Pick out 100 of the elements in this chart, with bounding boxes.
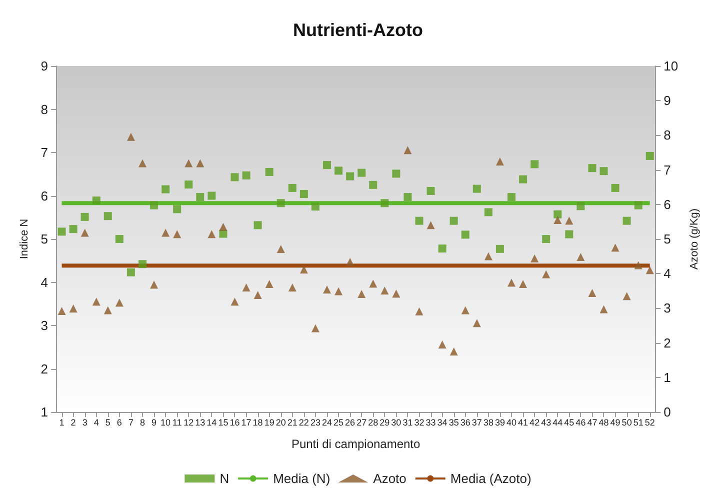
point xyxy=(600,167,608,176)
point xyxy=(404,146,412,154)
legend-label: Azoto xyxy=(373,471,406,486)
x-axis-title: Punti di campionamento xyxy=(291,437,421,451)
y2-tick-label: 3 xyxy=(664,300,671,316)
point xyxy=(507,193,516,202)
point xyxy=(415,216,424,225)
x-tick-label: 31 xyxy=(402,418,413,428)
point xyxy=(426,221,435,230)
point xyxy=(92,298,100,306)
point xyxy=(162,228,170,237)
x-tick-label: 47 xyxy=(587,418,598,428)
x-tick-label: 14 xyxy=(206,418,217,428)
point xyxy=(611,184,620,192)
point xyxy=(461,230,470,239)
x-tick-label: 35 xyxy=(448,418,459,428)
point xyxy=(369,280,378,288)
point xyxy=(346,258,354,266)
point xyxy=(634,201,642,210)
point xyxy=(80,212,89,221)
x-tick-label: 19 xyxy=(264,418,274,428)
x-tick-label: 25 xyxy=(334,418,344,428)
point xyxy=(507,278,516,287)
point xyxy=(184,180,193,189)
x-tick-label: 5 xyxy=(105,418,110,428)
x-tick-label: 4 xyxy=(94,418,99,428)
y2-tick-label: 0 xyxy=(664,404,671,420)
x-tick-label: 46 xyxy=(576,418,586,428)
point xyxy=(530,254,539,262)
x-tick-label: 21 xyxy=(287,418,298,428)
y2-tick-label: 1 xyxy=(664,370,671,385)
y2-tick-label: 6 xyxy=(664,196,671,212)
legend-label: N xyxy=(220,471,230,486)
legend-label: Media (Azoto) xyxy=(450,471,532,486)
point xyxy=(622,216,631,225)
point xyxy=(254,221,262,230)
point xyxy=(496,244,504,253)
point xyxy=(565,230,574,238)
x-tick-label: 38 xyxy=(483,418,494,428)
x-tick-label: 41 xyxy=(518,418,528,428)
point xyxy=(138,159,146,168)
x-tick-label: 28 xyxy=(368,418,378,428)
x-tick-label: 49 xyxy=(610,418,620,428)
point xyxy=(184,159,193,168)
point xyxy=(565,216,574,225)
x-tick-label: 50 xyxy=(622,418,632,428)
y-tick-label: 8 xyxy=(40,102,48,117)
point xyxy=(472,184,481,193)
x-tick-label: 18 xyxy=(252,418,263,428)
point xyxy=(69,225,78,234)
x-tick-label: 20 xyxy=(276,418,286,428)
x-tick-label: 39 xyxy=(494,418,505,428)
point xyxy=(334,166,343,175)
y-tick-label: 5 xyxy=(40,232,48,246)
point xyxy=(208,230,216,238)
legend-label: Media (N) xyxy=(273,471,330,486)
point xyxy=(300,190,308,198)
point xyxy=(311,324,320,332)
point xyxy=(392,170,400,178)
point xyxy=(311,202,320,211)
x-tick-label: 26 xyxy=(345,418,356,428)
point xyxy=(115,235,124,243)
point xyxy=(265,168,274,176)
point xyxy=(472,319,481,328)
x-tick-label: 36 xyxy=(460,418,470,428)
x-tick-label: 24 xyxy=(322,418,332,428)
x-tick-label: 27 xyxy=(356,418,367,428)
point xyxy=(115,298,124,307)
x-tick-label: 23 xyxy=(310,418,320,428)
point xyxy=(69,304,78,313)
x-tick-label: 29 xyxy=(380,418,390,428)
point xyxy=(576,202,585,210)
point xyxy=(600,305,608,314)
x-tick-label: 17 xyxy=(241,418,252,428)
point xyxy=(646,266,654,274)
x-tick-label: 32 xyxy=(414,418,424,428)
point xyxy=(138,260,146,268)
point xyxy=(150,201,158,210)
x-tick-label: 34 xyxy=(437,418,448,428)
point xyxy=(242,171,250,180)
point xyxy=(519,175,528,184)
point xyxy=(104,306,112,314)
y2-tick-label: 10 xyxy=(664,58,678,74)
x-tick-label: 37 xyxy=(472,418,482,428)
point xyxy=(646,152,654,160)
x-tick-label: 22 xyxy=(298,418,309,428)
point xyxy=(542,235,550,243)
point xyxy=(554,216,562,224)
y-axis-title: Indice N xyxy=(18,218,30,260)
point xyxy=(380,286,389,295)
x-tick-label: 40 xyxy=(506,418,517,428)
point xyxy=(92,196,100,205)
point xyxy=(358,168,366,177)
x-tick-label: 30 xyxy=(391,418,402,428)
x-tick-label: 11 xyxy=(172,418,182,428)
point xyxy=(288,283,296,292)
y-tick-label: 3 xyxy=(40,318,48,333)
x-tick-label: 1 xyxy=(59,418,64,428)
x-tick-label: 16 xyxy=(230,418,240,428)
point xyxy=(519,280,528,288)
